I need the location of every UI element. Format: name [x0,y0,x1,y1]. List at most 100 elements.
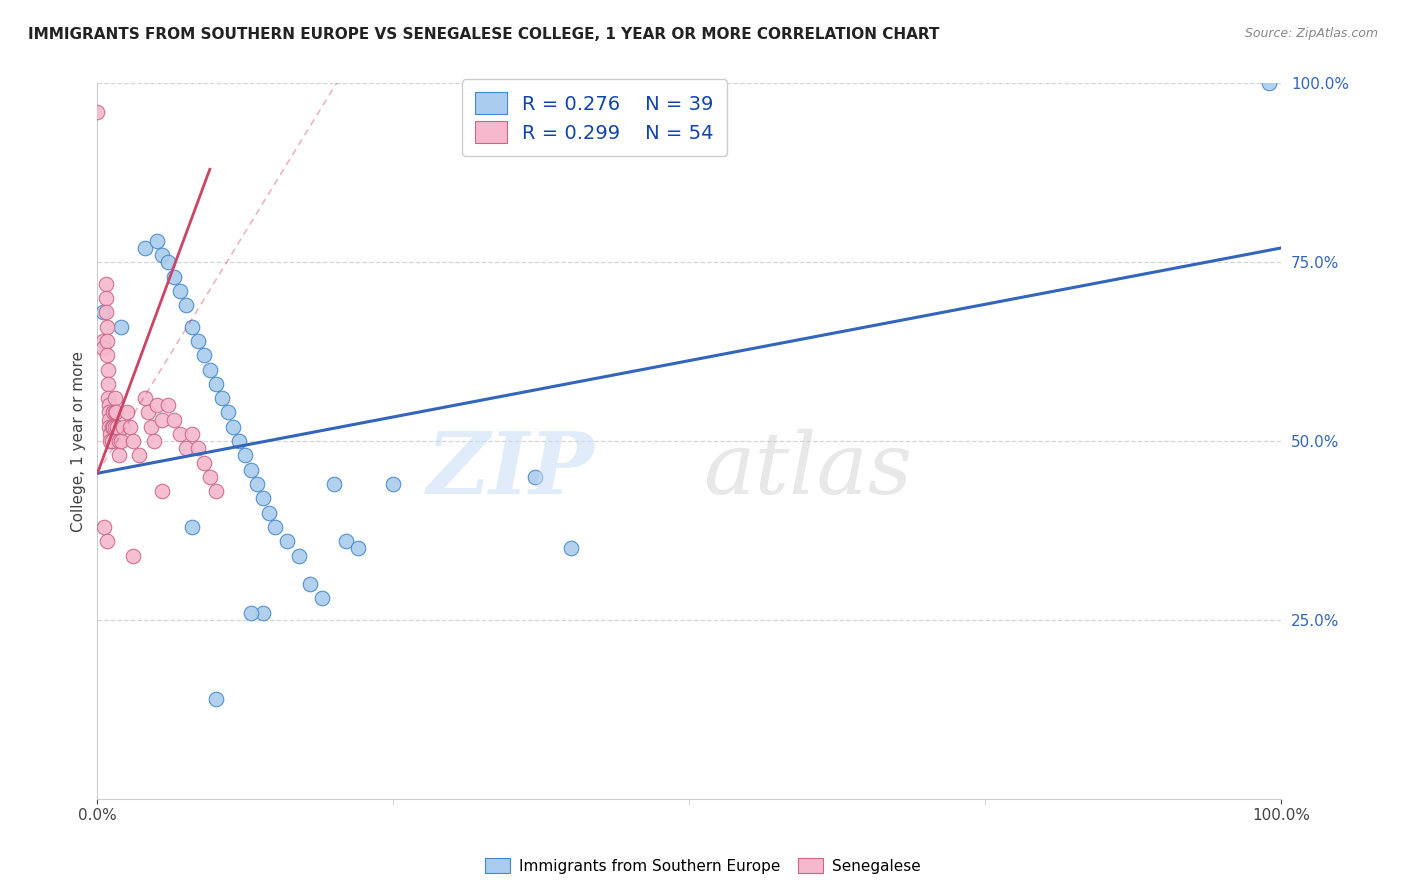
Point [211,391,233,405]
Point [96,319,118,334]
Point [100,434,122,449]
Point [105,405,128,419]
Point [145,398,167,412]
Point [382,477,405,491]
Point [107,434,129,449]
Point [169,284,191,298]
Point [1258,77,1281,91]
Point [152,484,174,499]
Point [98,412,121,426]
Point [94,305,117,319]
Point [169,426,191,441]
Point [204,484,226,499]
Point [198,362,221,376]
Point [299,577,322,591]
Point [96,534,118,549]
Point [311,591,333,606]
Point [193,456,215,470]
Legend: R = 0.276    N = 39, R = 0.299    N = 54: R = 0.276 N = 39, R = 0.299 N = 54 [461,78,727,156]
Point [101,405,124,419]
Point [100,419,122,434]
Point [240,463,263,477]
Point [91,334,114,348]
Point [100,434,122,449]
Point [94,277,117,291]
Point [264,520,287,534]
Point [163,412,186,426]
Point [104,405,127,419]
Point [97,362,120,376]
Point [335,534,357,549]
Point [100,426,122,441]
Point [98,398,121,412]
Point [174,298,197,312]
Text: IMMIGRANTS FROM SOUTHERN EUROPE VS SENEGALESE COLLEGE, 1 YEAR OR MORE CORRELATIO: IMMIGRANTS FROM SOUTHERN EUROPE VS SENEG… [28,27,939,42]
Point [198,470,221,484]
Point [98,419,121,434]
Text: atlas: atlas [703,428,912,511]
Point [115,405,138,419]
Point [157,398,180,412]
Point [112,419,135,434]
Point [181,426,204,441]
Point [246,477,269,491]
Point [120,419,142,434]
Point [96,348,118,362]
Point [93,520,115,534]
Point [252,606,274,620]
Point [96,334,118,348]
Point [157,255,180,269]
Point [104,419,127,434]
Point [287,549,309,563]
Legend: Immigrants from Southern Europe, Senegalese: Immigrants from Southern Europe, Senegal… [479,852,927,880]
Point [204,376,226,391]
Point [134,241,156,255]
Point [121,434,143,449]
Point [560,541,582,556]
Point [181,520,204,534]
Point [110,434,132,449]
Point [134,391,156,405]
Point [252,491,274,506]
Point [91,341,114,355]
Point [139,419,162,434]
Point [98,405,121,419]
Point [110,319,132,334]
Point [187,334,209,348]
Point [181,319,204,334]
Point [97,391,120,405]
Point [228,434,250,449]
Point [152,412,174,426]
Point [97,376,120,391]
Point [86,105,108,120]
Point [174,442,197,456]
Point [323,477,346,491]
Point [107,419,129,434]
Text: ZIP: ZIP [426,428,595,511]
Point [143,434,166,449]
Point [107,449,129,463]
Point [193,348,215,362]
Point [121,549,143,563]
Text: Source: ZipAtlas.com: Source: ZipAtlas.com [1244,27,1378,40]
Point [91,305,114,319]
Point [145,234,167,248]
Point [94,291,117,305]
Point [240,606,263,620]
Point [152,248,174,262]
Point [104,391,127,405]
Point [217,405,239,419]
Point [346,541,368,556]
Point [163,269,186,284]
Point [204,691,226,706]
Point [187,442,209,456]
Point [257,506,280,520]
Point [233,449,256,463]
Y-axis label: College, 1 year or more: College, 1 year or more [72,351,86,532]
Point [136,405,159,419]
Point [101,419,124,434]
Point [222,419,245,434]
Point [524,470,547,484]
Point [128,449,150,463]
Point [276,534,298,549]
